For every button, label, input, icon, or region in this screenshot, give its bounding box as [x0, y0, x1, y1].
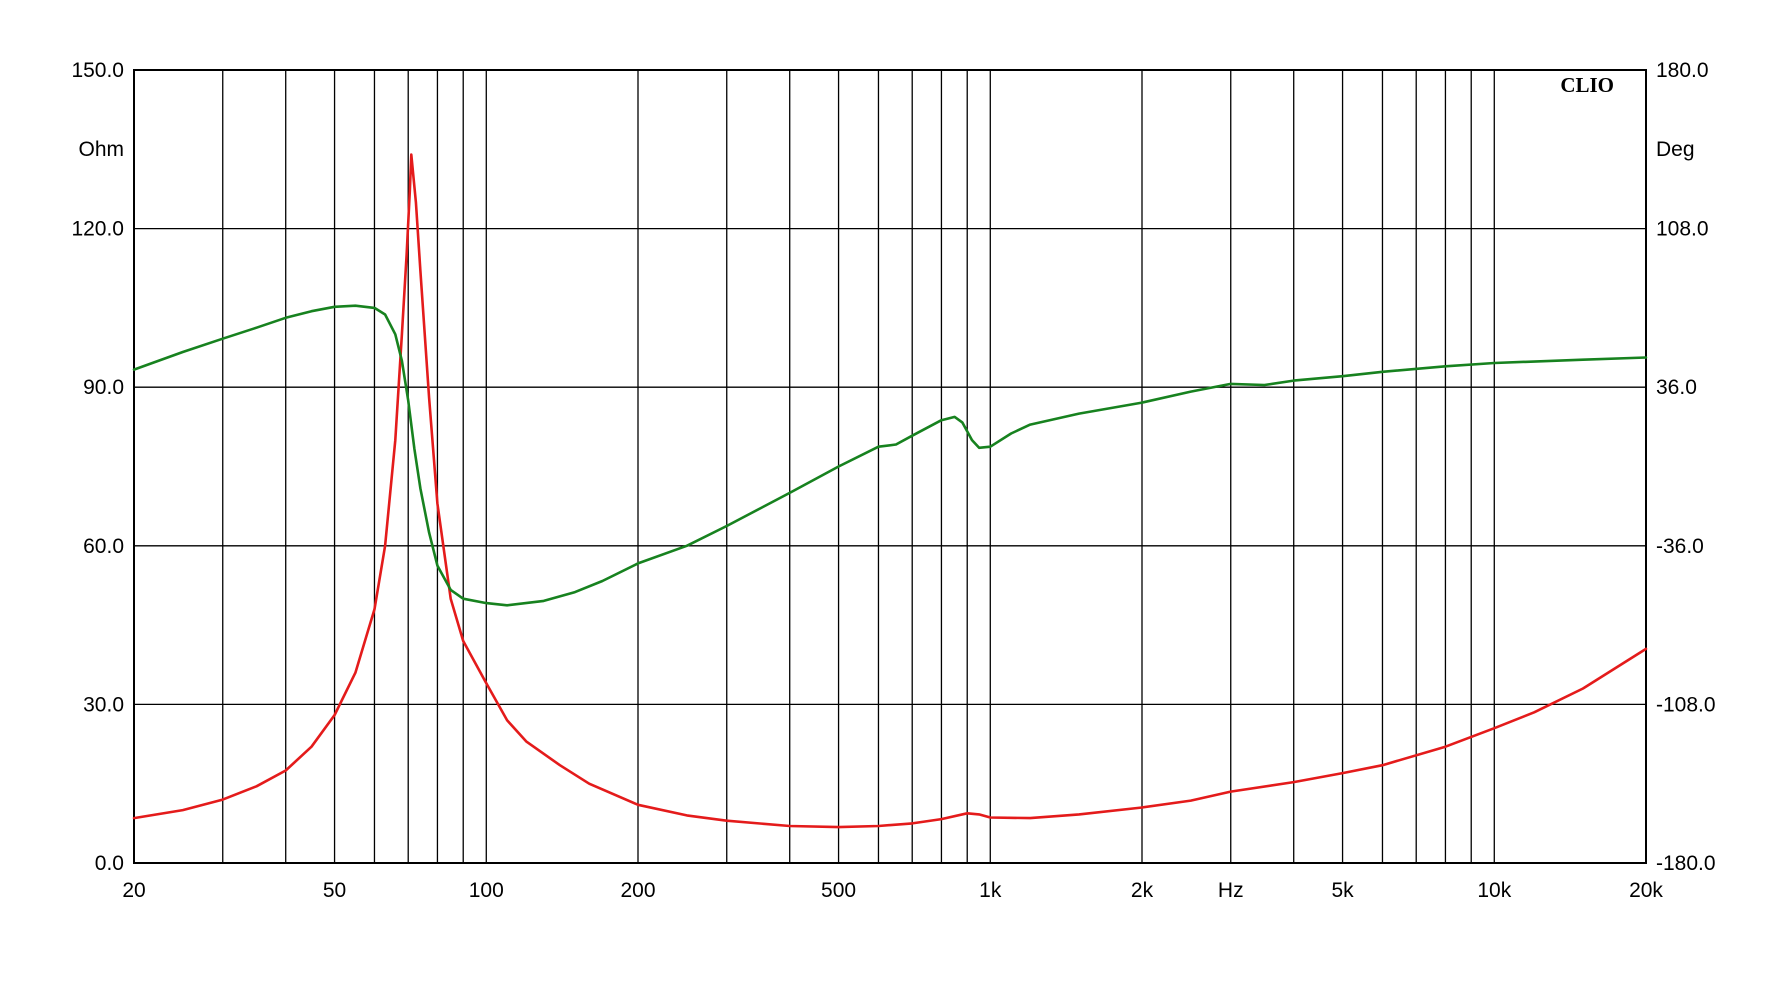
- left-tick-label: 0.0: [95, 852, 124, 875]
- impedance-curve: [132, 153, 1648, 829]
- right-tick-label: -108.0: [1656, 693, 1716, 716]
- right-tick-labels: -180.0 -108.0 -36.0 36.0 108.0 180.0: [1656, 59, 1716, 875]
- left-tick-label: 150.0: [71, 59, 124, 82]
- left-tick-label: 120.0: [71, 218, 124, 241]
- phase-curve: [132, 304, 1648, 607]
- right-tick-label: -180.0: [1656, 852, 1716, 875]
- left-tick-labels: 0.0 30.0 60.0 90.0 120.0 150.0: [71, 59, 124, 875]
- left-tick-label: 90.0: [83, 376, 124, 399]
- x-tick-label: 50: [323, 879, 346, 902]
- x-tick-label: 200: [620, 879, 655, 902]
- x-tick-label: 1k: [979, 879, 1002, 902]
- right-tick-label: 108.0: [1656, 218, 1709, 241]
- right-tick-label: -36.0: [1656, 535, 1704, 558]
- x-tick-label: 10k: [1477, 879, 1511, 902]
- plot-frame: [133, 69, 1647, 864]
- right-axis-unit-label: Deg: [1656, 138, 1695, 161]
- x-axis-unit-label: Hz: [1218, 879, 1244, 902]
- x-tick-label: 5k: [1331, 879, 1354, 902]
- series-layer: [132, 153, 1648, 829]
- left-tick-label: 30.0: [83, 693, 124, 716]
- x-tick-label: 20: [122, 879, 145, 902]
- x-tick-label: 2k: [1131, 879, 1154, 902]
- right-tick-label: 180.0: [1656, 59, 1709, 82]
- left-tick-label: 60.0: [83, 535, 124, 558]
- x-tick-label: 500: [821, 879, 856, 902]
- x-tick-label: 100: [469, 879, 504, 902]
- x-tick-label: 20k: [1629, 879, 1663, 902]
- right-tick-label: 36.0: [1656, 376, 1697, 399]
- clio-brand-label: CLIO: [1560, 73, 1614, 97]
- left-axis-unit-label: Ohm: [78, 138, 124, 161]
- x-tick-labels: 20 50 100 200 500 1k 2k 5k 10k 20k: [122, 879, 1663, 902]
